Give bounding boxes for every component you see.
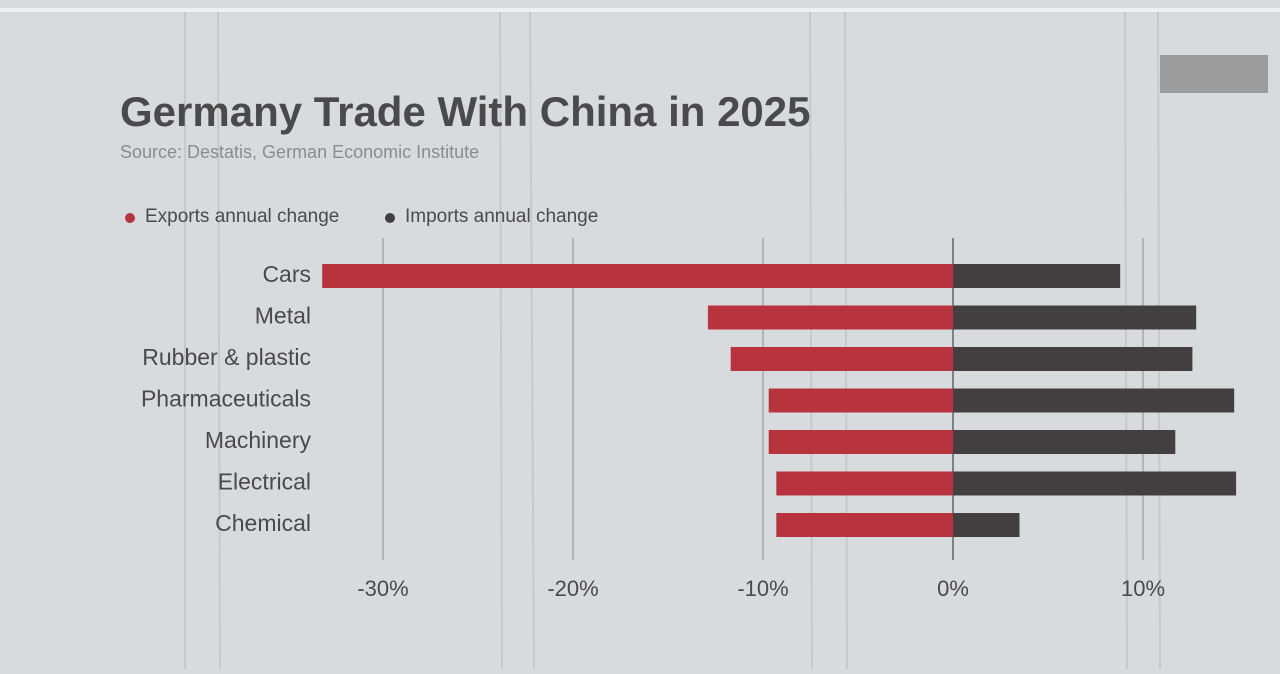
bar bbox=[953, 471, 1237, 496]
bar bbox=[953, 264, 1121, 288]
bar bbox=[730, 347, 953, 371]
y-tick-label: Electrical bbox=[218, 469, 311, 495]
chart-subtitle: Source: Destatis, German Economic Instit… bbox=[120, 142, 479, 162]
y-tick-label: Cars bbox=[262, 261, 311, 287]
bar bbox=[953, 513, 1020, 537]
y-tick-label: Rubber & plastic bbox=[142, 344, 311, 370]
bar bbox=[953, 388, 1235, 413]
chart-title: Germany Trade With China in 2025 bbox=[120, 88, 811, 135]
bar bbox=[768, 388, 953, 413]
legend-label: Exports annual change bbox=[145, 206, 339, 227]
x-tick-label: -10% bbox=[737, 576, 788, 601]
bar bbox=[776, 471, 953, 496]
legend-label: Imports annual change bbox=[405, 206, 598, 227]
y-tick-label: Chemical bbox=[215, 510, 311, 536]
x-tick-label: 10% bbox=[1121, 576, 1165, 601]
x-tick-label: -20% bbox=[547, 576, 598, 601]
bar bbox=[953, 305, 1197, 330]
bar bbox=[776, 513, 953, 537]
x-tick-label: -30% bbox=[357, 576, 408, 601]
legend-swatch bbox=[385, 213, 395, 223]
bar bbox=[953, 347, 1193, 371]
bar bbox=[953, 430, 1176, 454]
bar bbox=[768, 430, 953, 454]
y-tick-label: Metal bbox=[255, 303, 311, 329]
y-tick-label: Pharmaceuticals bbox=[141, 386, 311, 412]
bar bbox=[322, 264, 953, 288]
bar bbox=[707, 305, 953, 330]
x-tick-label: 0% bbox=[937, 576, 969, 601]
y-tick-label: Machinery bbox=[205, 427, 312, 453]
legend-swatch bbox=[125, 213, 135, 223]
screen-panels bbox=[0, 8, 1280, 670]
